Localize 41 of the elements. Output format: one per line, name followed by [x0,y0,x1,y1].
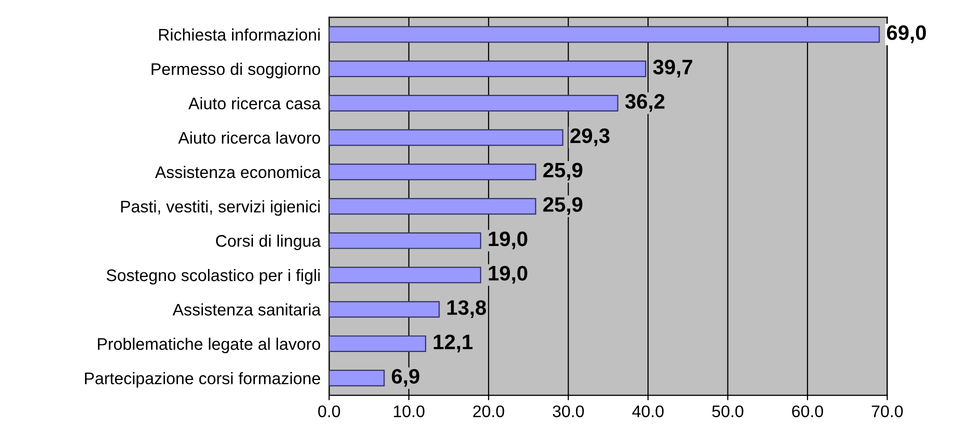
x-tick-label: 70.0 [872,405,903,418]
data-label: 39,7 [653,60,692,78]
data-label: 13,8 [447,300,486,318]
data-label: 36,2 [625,94,664,112]
y-tick-label: Partecipazione corsi formazione [85,372,320,388]
data-label: 25,9 [543,197,582,215]
data-label: 19,0 [488,266,528,284]
bar [329,164,536,180]
bar [329,266,482,284]
y-tick-label: Permesso di soggiorno [152,62,320,78]
y-tick-label: Aiuto ricerca casa [188,97,321,110]
x-tick-label: 30.0 [552,405,584,418]
bar [329,129,564,146]
bar [329,198,536,215]
bar [329,232,482,249]
y-tick-label: Corsi di lingua [216,234,321,250]
x-tick-label: 60.0 [792,405,824,418]
data-label: 12,1 [434,334,473,352]
data-label: 19,0 [488,231,528,250]
bar [329,94,618,112]
y-tick-label: Assistenza economica [155,166,321,178]
bar [329,335,426,352]
x-tick-label: 0.0 [318,405,340,418]
x-tick-label: 20.0 [473,405,504,418]
x-tick-label: 40.0 [632,405,664,418]
data-label: 25,9 [543,162,582,181]
data-label: 69,0 [886,25,926,44]
x-tick-label: 10.0 [394,405,424,418]
data-label: 6,9 [392,368,420,387]
y-tick-label: Sostegno scolastico per i figli [106,268,320,285]
y-tick-label: Problematiche legate al lavoro [98,338,320,354]
y-tick-label: Assistenza sanitaria [172,303,321,316]
bar [329,301,440,318]
y-tick-label: Aiuto ricerca lavoro [178,132,320,144]
bar [329,26,880,43]
data-label: 29,3 [570,128,610,146]
bar [329,370,385,386]
y-tick-label: Pasti, vestiti, servizi igienici [121,200,320,216]
bar [329,60,646,78]
x-tick-label: 50.0 [712,405,744,418]
y-tick-label: Richiesta informazioni [159,28,320,41]
